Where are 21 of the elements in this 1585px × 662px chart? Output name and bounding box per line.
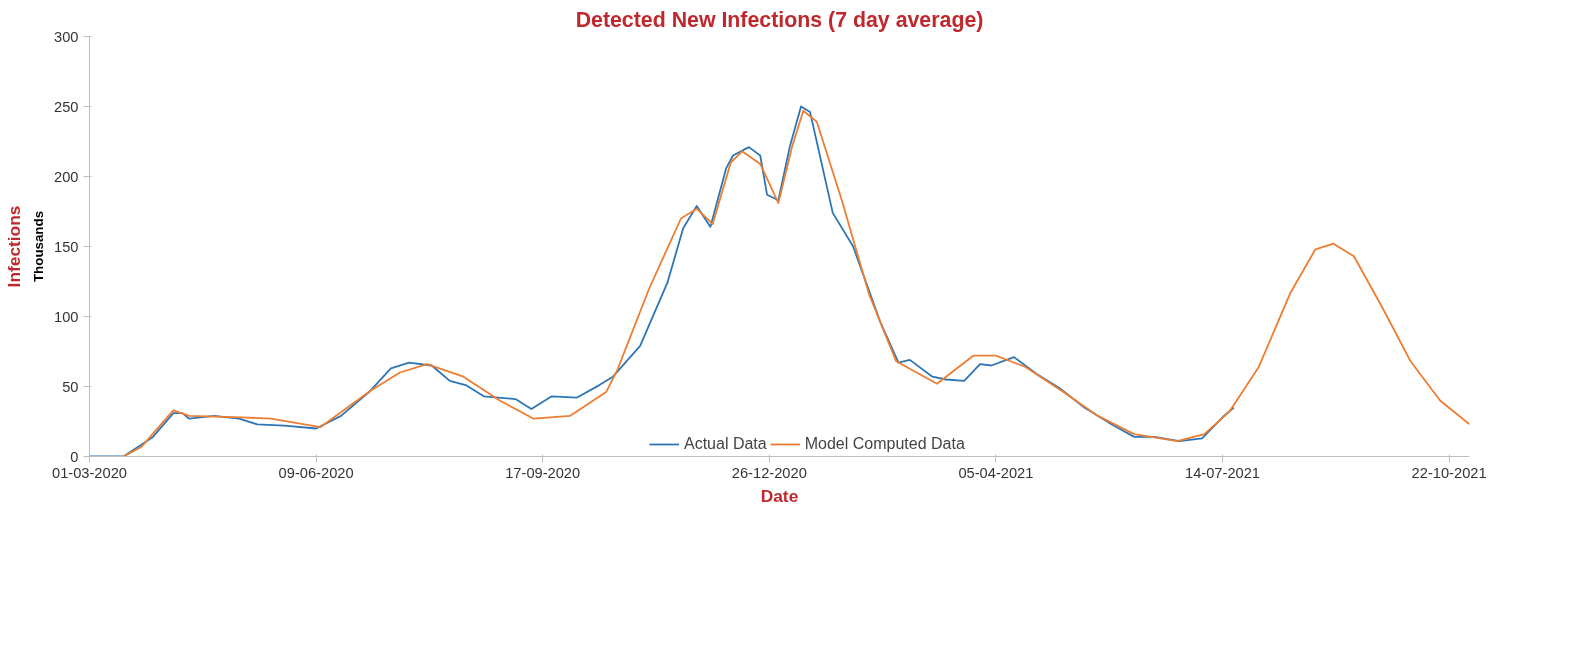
y-tick-label: 100 <box>54 308 79 325</box>
text: Thousands <box>31 210 47 283</box>
chart-title: Detected New Infections (7 day average) <box>575 7 984 32</box>
y-tick-label: 200 <box>54 168 79 185</box>
y-tick-label: 150 <box>54 238 79 255</box>
x-tick-label: 05-04-2021 <box>958 464 1034 481</box>
x-tick-label: 17-09-2020 <box>505 464 581 481</box>
y-axis-title: Infections <box>3 205 24 288</box>
legend-label: Actual Data <box>684 435 767 453</box>
y-tick-label: 250 <box>54 98 79 115</box>
x-tick-label: 26-12-2020 <box>731 464 807 481</box>
y-tick-label: 50 <box>62 378 79 395</box>
y-tick-label: 0 <box>70 448 79 465</box>
x-tick-label: 22-10-2021 <box>1411 464 1487 481</box>
x-tick-label: 01-03-2020 <box>52 464 127 481</box>
y-tick-label: 300 <box>54 28 79 45</box>
x-tick-label: 09-06-2020 <box>278 464 354 481</box>
x-axis-title: Date <box>760 485 799 506</box>
x-tick-label: 14-07-2021 <box>1185 464 1260 481</box>
legend-label: Model Computed Data <box>804 435 965 453</box>
line-series <box>122 109 1470 457</box>
